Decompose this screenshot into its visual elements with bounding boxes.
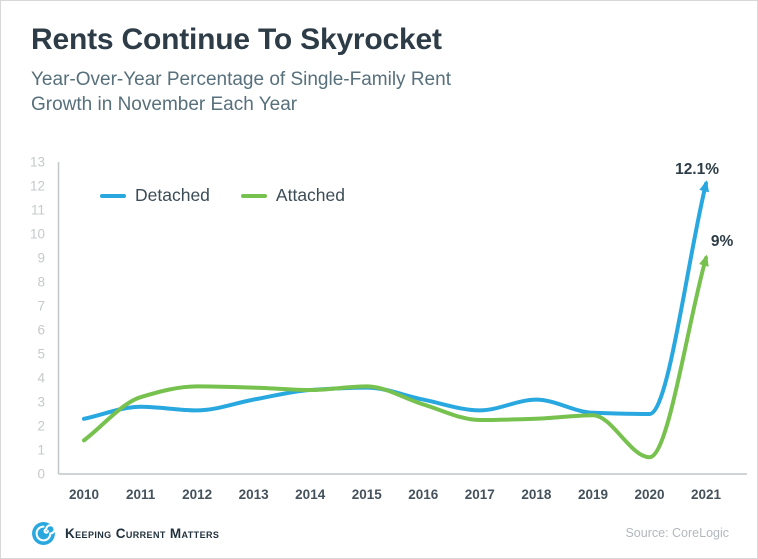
brand-lockup: Keeping Current Matters — [31, 521, 219, 546]
x-tick-label: 2013 — [239, 487, 270, 502]
y-tick-label: 2 — [37, 419, 45, 434]
x-tick-label: 2014 — [295, 487, 326, 502]
x-tick-label: 2010 — [69, 487, 99, 502]
series-line-detached — [82, 180, 710, 421]
brand-name: Keeping Current Matters — [65, 526, 220, 541]
x-tick-label: 2019 — [578, 487, 608, 502]
x-tick-label: 2011 — [126, 487, 156, 502]
x-tick-label: 2012 — [182, 487, 212, 502]
x-tick-label: 2015 — [352, 487, 383, 502]
legend-label-attached: Attached — [275, 185, 345, 205]
legend-label-detached: Detached — [135, 185, 210, 205]
y-tick-label: 9 — [37, 251, 45, 266]
attached-line-swatch — [240, 193, 267, 198]
x-tick-label: 2018 — [521, 487, 552, 502]
y-tick-label: 13 — [30, 155, 45, 170]
y-tick-label: 6 — [37, 323, 45, 338]
y-tick-label: 3 — [37, 395, 45, 410]
y-tick-label: 7 — [37, 299, 45, 314]
chart-legend: Detached Attached — [100, 185, 345, 206]
y-tick-label: 1 — [37, 443, 45, 458]
series-line-attached — [82, 254, 709, 460]
y-tick-label: 11 — [31, 203, 45, 218]
detached-line-swatch — [100, 193, 126, 198]
x-tick-label: 2017 — [465, 487, 495, 502]
legend-item-attached: Attached — [240, 185, 345, 206]
source-credit: Source: CoreLogic — [625, 526, 729, 540]
y-tick-label: 10 — [30, 227, 45, 242]
y-tick-label: 8 — [37, 275, 45, 290]
kcm-logo-icon — [32, 522, 56, 545]
legend-item-detached: Detached — [100, 185, 210, 206]
x-tick-label: 2020 — [634, 487, 664, 502]
x-tick-label: 2016 — [408, 487, 439, 502]
page-subtitle: Year-Over-Year Percentage of Single-Fami… — [31, 69, 451, 116]
y-tick-label: 5 — [37, 347, 45, 362]
y-tick-label: 0 — [37, 467, 45, 482]
y-tick-label: 12 — [30, 179, 45, 194]
annotation-detached: 12.1% — [675, 160, 720, 178]
x-tick-label: 2021 — [691, 487, 722, 502]
y-tick-label: 4 — [37, 371, 45, 386]
annotation-attached: 9% — [710, 233, 734, 250]
page-title: Rents Continue To Skyrocket — [31, 23, 442, 56]
